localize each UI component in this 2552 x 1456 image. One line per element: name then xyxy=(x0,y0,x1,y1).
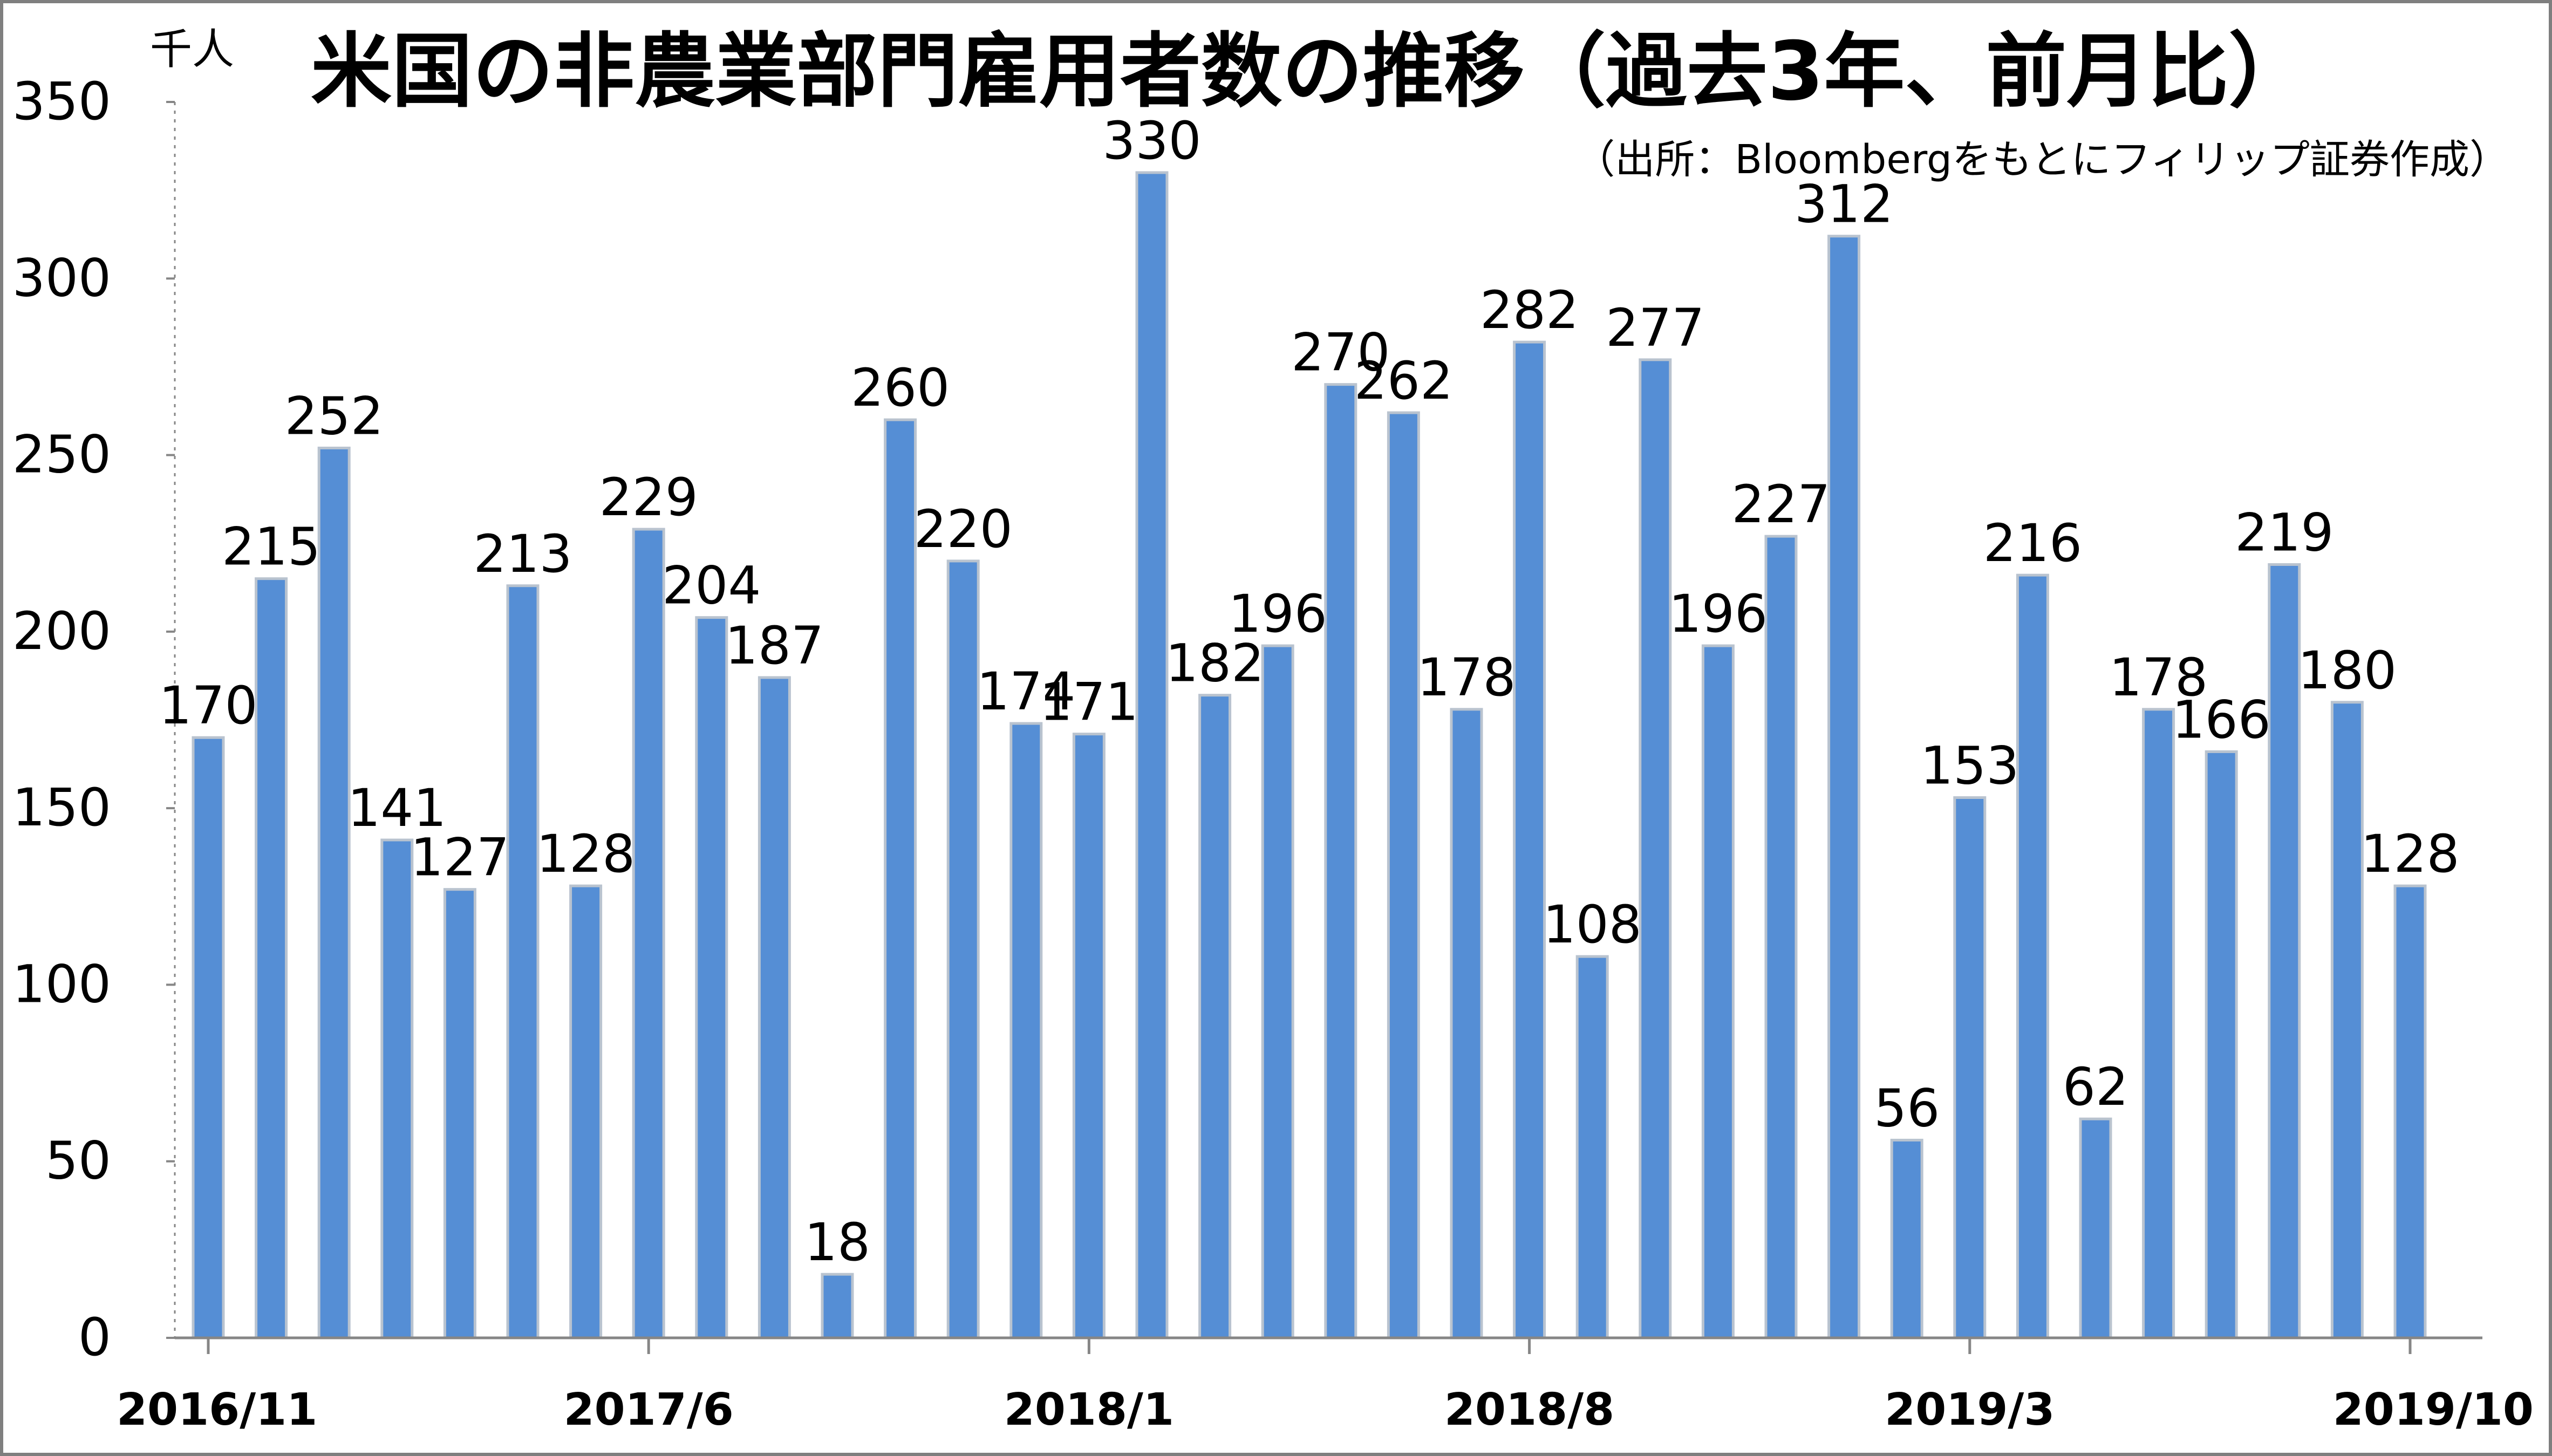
bar-value-label: 128 xyxy=(536,824,635,884)
x-axis: 2016/11 2017/6 2018/1 2018/8 2019/3 2019/10 xyxy=(117,1336,2534,1436)
bar-value-label: 178 xyxy=(1417,647,1516,708)
bar xyxy=(946,559,980,1339)
bar xyxy=(2205,750,2238,1339)
bar xyxy=(2393,884,2427,1339)
bar-value-label: 204 xyxy=(662,556,761,616)
bar-value-label: 277 xyxy=(1606,298,1704,358)
bar-value-label: 196 xyxy=(1229,584,1327,644)
bar xyxy=(1575,955,1609,1339)
bar-value-label: 180 xyxy=(2298,640,2397,701)
x-tick-label: 2019/3 xyxy=(1885,1384,2055,1436)
bar xyxy=(758,676,791,1339)
bar-value-label: 330 xyxy=(1102,111,1201,171)
bar-value-label: 178 xyxy=(2109,647,2208,708)
y-tick-label: 300 xyxy=(12,248,111,308)
bar-value-label: 220 xyxy=(914,499,1013,559)
bar xyxy=(1387,411,1420,1339)
x-tick-label: 2018/8 xyxy=(1444,1384,1614,1436)
bar xyxy=(1135,171,1169,1339)
y-unit-label: 千人 xyxy=(150,25,234,74)
bar-value-label: 108 xyxy=(1543,894,1642,955)
y-tick-label: 50 xyxy=(45,1131,111,1191)
x-tick-label: 2018/1 xyxy=(1004,1384,1174,1436)
bar xyxy=(317,446,351,1339)
bar xyxy=(1261,644,1294,1339)
bar xyxy=(821,1273,854,1339)
bar xyxy=(1827,235,1861,1339)
bar xyxy=(1953,796,1987,1339)
bar xyxy=(2330,701,2364,1339)
bar xyxy=(2079,1117,2112,1339)
bar xyxy=(1324,383,1357,1339)
bar xyxy=(884,418,917,1339)
bar xyxy=(1639,358,1672,1339)
bar-value-label: 196 xyxy=(1669,584,1768,644)
bar xyxy=(632,528,665,1339)
bar-value-label: 282 xyxy=(1480,280,1579,340)
bar-value-label: 260 xyxy=(851,358,950,418)
y-tick-label: 0 xyxy=(78,1307,111,1368)
bar-value-label: 252 xyxy=(285,386,384,446)
bar xyxy=(1009,722,1043,1339)
chart-subtitle: （出所：Bloombergをもとにフィリップ証券作成） xyxy=(1575,136,2509,183)
x-tick-label: 2017/6 xyxy=(564,1384,734,1436)
bar xyxy=(1764,535,1798,1339)
x-tick-label: 2016/11 xyxy=(117,1384,317,1436)
bar xyxy=(443,888,476,1339)
bar-value-label: 127 xyxy=(411,828,509,888)
bar-value-label: 270 xyxy=(1291,323,1390,383)
bar-value-label: 56 xyxy=(1874,1078,1940,1138)
bar xyxy=(1198,694,1232,1339)
bar-value-label: 216 xyxy=(1983,513,2082,573)
bar-value-label: 215 xyxy=(222,517,320,577)
bar xyxy=(569,884,603,1339)
bar xyxy=(380,838,414,1339)
bar-value-label: 219 xyxy=(2235,502,2333,563)
bar-value-label: 166 xyxy=(2172,689,2271,750)
bar-value-label: 171 xyxy=(1040,672,1138,733)
bar-value-label: 187 xyxy=(725,616,824,676)
bar-value-label: 182 xyxy=(1165,633,1264,694)
bar-value-label: 262 xyxy=(1354,351,1453,411)
bar-value-label: 62 xyxy=(2063,1057,2128,1117)
bar xyxy=(695,616,728,1339)
bar xyxy=(1701,644,1735,1339)
bar-value-label: 213 xyxy=(473,524,572,584)
bar-value-label: 128 xyxy=(2360,824,2459,884)
bar-chart: 千人 米国の非農業部門雇用者数の推移（過去3年、前月比） （出所：Bloombe… xyxy=(12,25,2534,1436)
y-tick-label: 350 xyxy=(12,71,111,132)
bar xyxy=(2268,563,2301,1339)
bar xyxy=(1513,340,1546,1339)
bar-value-label: 174 xyxy=(977,661,1075,722)
chart-title: 米国の非農業部門雇用者数の推移（過去3年、前月比） xyxy=(311,25,2309,119)
bar-value-label: 18 xyxy=(804,1212,870,1273)
bar xyxy=(2142,708,2175,1339)
bar-value-label: 170 xyxy=(159,675,257,736)
bar xyxy=(506,584,540,1339)
y-axis: 0 50 100 150 200 250 300 350 xyxy=(12,71,176,1368)
y-tick-label: 100 xyxy=(12,954,111,1014)
bar-value-label: 312 xyxy=(1794,174,1893,235)
bars-group xyxy=(192,171,2427,1339)
bar xyxy=(255,577,288,1339)
bar xyxy=(192,736,225,1339)
bar xyxy=(1072,733,1106,1339)
bar xyxy=(1890,1138,1923,1339)
y-tick-label: 250 xyxy=(12,425,111,485)
y-tick-label: 200 xyxy=(12,601,111,661)
bar xyxy=(2016,573,2049,1339)
y-tick-label: 150 xyxy=(12,777,111,838)
bar xyxy=(1450,708,1483,1339)
x-tick-label: 2019/10 xyxy=(2333,1384,2534,1436)
bar-value-label: 141 xyxy=(347,778,446,838)
bar-value-label: 229 xyxy=(599,467,698,528)
bar-value-label: 153 xyxy=(1920,736,2019,796)
bar-value-label: 227 xyxy=(1731,474,1830,535)
